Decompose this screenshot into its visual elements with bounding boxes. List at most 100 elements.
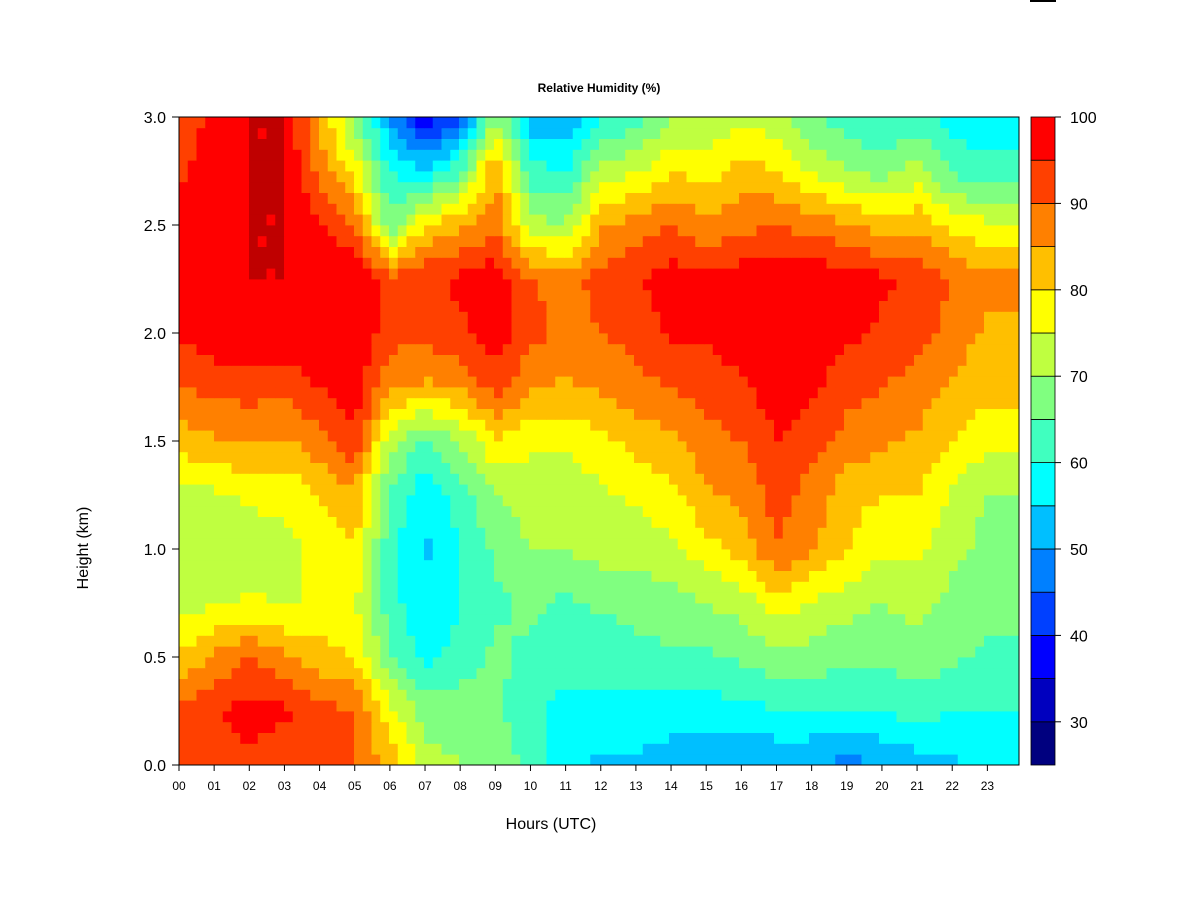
heatmap-cell [196,624,206,636]
heatmap-cell [485,397,495,409]
heatmap-cell [240,689,250,701]
heatmap-cell [249,527,259,539]
heatmap-cell [214,376,224,388]
heatmap-cell [966,451,976,463]
heatmap-cell [774,225,784,237]
heatmap-cell [345,732,355,744]
heatmap-cell [327,387,337,399]
heatmap-cell [1001,495,1011,507]
heatmap-cell [992,527,1002,539]
heatmap-cell [599,235,609,247]
heatmap-cell [817,581,827,593]
heatmap-cell [791,603,801,615]
heatmap-cell [581,343,591,355]
heatmap-cell [424,257,434,269]
heatmap-cell [1001,235,1011,247]
heatmap-cell [590,322,600,334]
heatmap-cell [800,235,810,247]
heatmap-cell [205,603,215,615]
heatmap-cell [459,451,469,463]
heatmap-cell [397,657,407,669]
heatmap-cell [870,225,880,237]
heatmap-cell [704,203,714,215]
heatmap-cell [966,570,976,582]
heatmap-cell [669,387,679,399]
heatmap-cell [301,462,311,474]
heatmap-cell [529,225,539,237]
heatmap-cell [345,322,355,334]
heatmap-cell [581,225,591,237]
heatmap-cell [266,354,276,366]
heatmap-cell [607,214,617,226]
heatmap-cell [406,559,416,571]
heatmap-cell [870,419,880,431]
heatmap-cell [249,613,259,625]
heatmap-cell [870,581,880,593]
heatmap-cell [275,333,285,345]
heatmap-cell [485,754,495,766]
heatmap-cell [669,646,679,658]
heatmap-cell [502,322,512,334]
heatmap-cell [984,678,994,690]
heatmap-cell [774,613,784,625]
heatmap-cell [345,678,355,690]
heatmap-cell [844,743,854,755]
heatmap-cell [555,397,565,409]
heatmap-cell [424,300,434,312]
heatmap-cell [581,581,591,593]
heatmap-cell [607,581,617,593]
heatmap-cell [380,743,390,755]
heatmap-cell [380,559,390,571]
heatmap-cell [336,268,346,280]
heatmap-cell [284,678,294,690]
heatmap-cell [861,300,871,312]
heatmap-cell [625,246,635,258]
heatmap-cell [721,678,731,690]
heatmap-cell [835,203,845,215]
heatmap-cell [205,203,215,215]
heatmap-cell [222,397,232,409]
heatmap-cell [520,581,530,593]
heatmap-cell [389,257,399,269]
heatmap-cell [564,289,574,301]
heatmap-cell [345,624,355,636]
heatmap-cell [581,505,591,517]
heatmap-cell [389,505,399,517]
heatmap-cell [231,743,241,755]
heatmap-cell [485,354,495,366]
heatmap-cell [879,235,889,247]
heatmap-cell [494,603,504,615]
heatmap-cell [835,592,845,604]
heatmap-cell [537,646,547,658]
heatmap-cell [686,689,696,701]
heatmap-cell [572,516,582,528]
heatmap-cell [424,689,434,701]
heatmap-cell [756,289,766,301]
heatmap-cell [774,732,784,744]
heatmap-cell [555,354,565,366]
heatmap-cell [957,473,967,485]
heatmap-cell [879,657,889,669]
heatmap-cell [502,419,512,431]
heatmap-cell [406,441,416,453]
heatmap-cell [187,311,197,323]
heatmap-cell [774,408,784,420]
heatmap-cell [327,505,337,517]
heatmap-cell [284,505,294,517]
heatmap-cell [940,451,950,463]
heatmap-cell [861,689,871,701]
heatmap-cell [940,430,950,442]
heatmap-cell [800,570,810,582]
heatmap-cell [275,225,285,237]
heatmap-cell [774,473,784,485]
heatmap-cell [292,516,302,528]
heatmap-cell [424,322,434,334]
heatmap-cell [406,311,416,323]
heatmap-cell [380,613,390,625]
heatmap-cell [292,354,302,366]
heatmap-cell [879,289,889,301]
heatmap-cell [196,225,206,237]
heatmap-cell [485,505,495,517]
heatmap-cell [957,613,967,625]
heatmap-cell [607,279,617,291]
